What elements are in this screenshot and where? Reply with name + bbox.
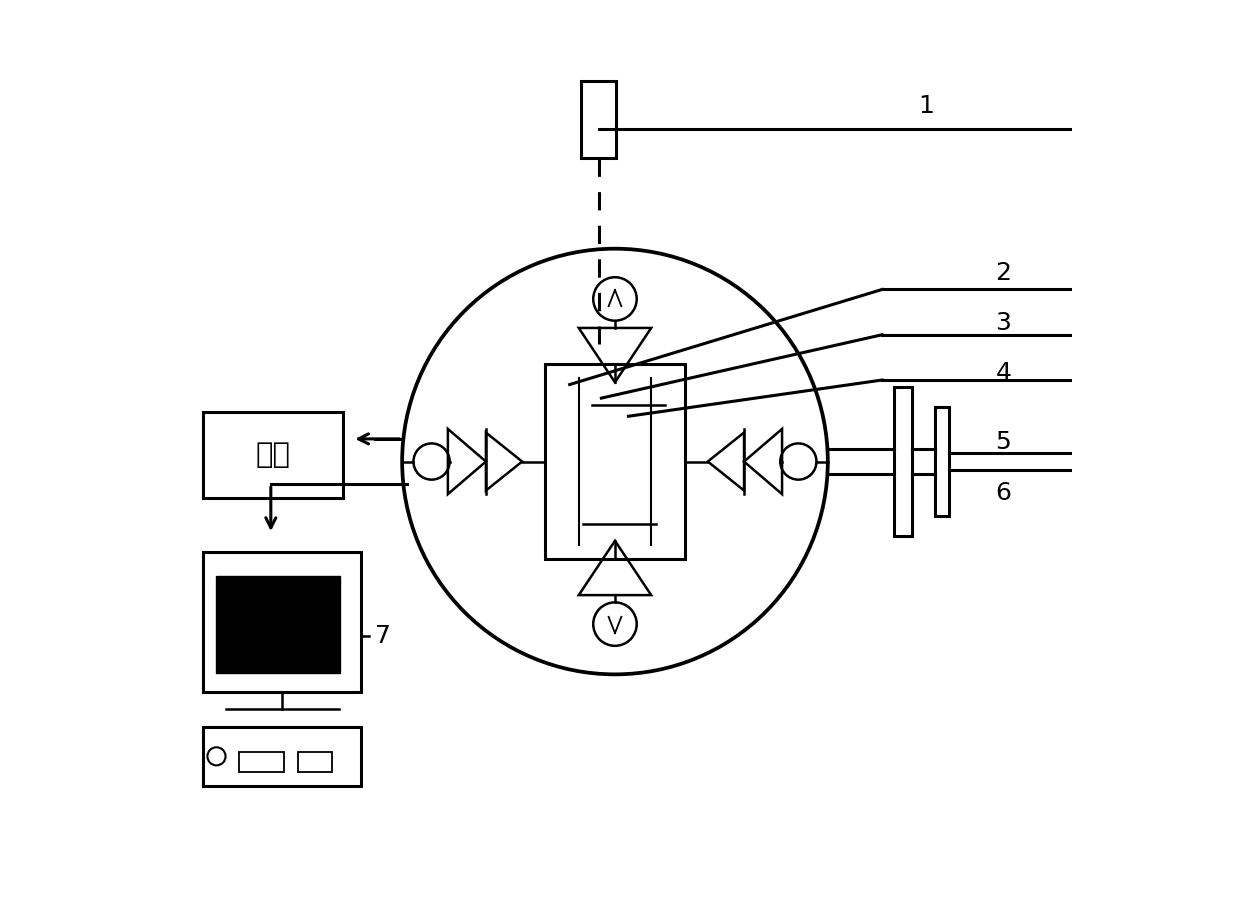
Bar (934, 408, 949, 515)
Text: 3: 3 (995, 311, 1011, 335)
Bar (299, 752, 332, 772)
Bar (203, 552, 362, 693)
Text: 1: 1 (918, 94, 934, 118)
Text: 6: 6 (995, 481, 1011, 505)
Bar (203, 411, 343, 498)
Text: 5: 5 (995, 430, 1011, 453)
Text: 电源: 电源 (255, 441, 291, 469)
Bar (893, 387, 912, 537)
Bar (545, 364, 685, 558)
Text: 7: 7 (375, 624, 390, 648)
Bar (581, 81, 616, 158)
Bar (216, 576, 339, 673)
Text: 4: 4 (995, 361, 1011, 385)
Text: 2: 2 (995, 261, 1011, 285)
Bar (239, 752, 285, 772)
Bar (203, 727, 362, 786)
